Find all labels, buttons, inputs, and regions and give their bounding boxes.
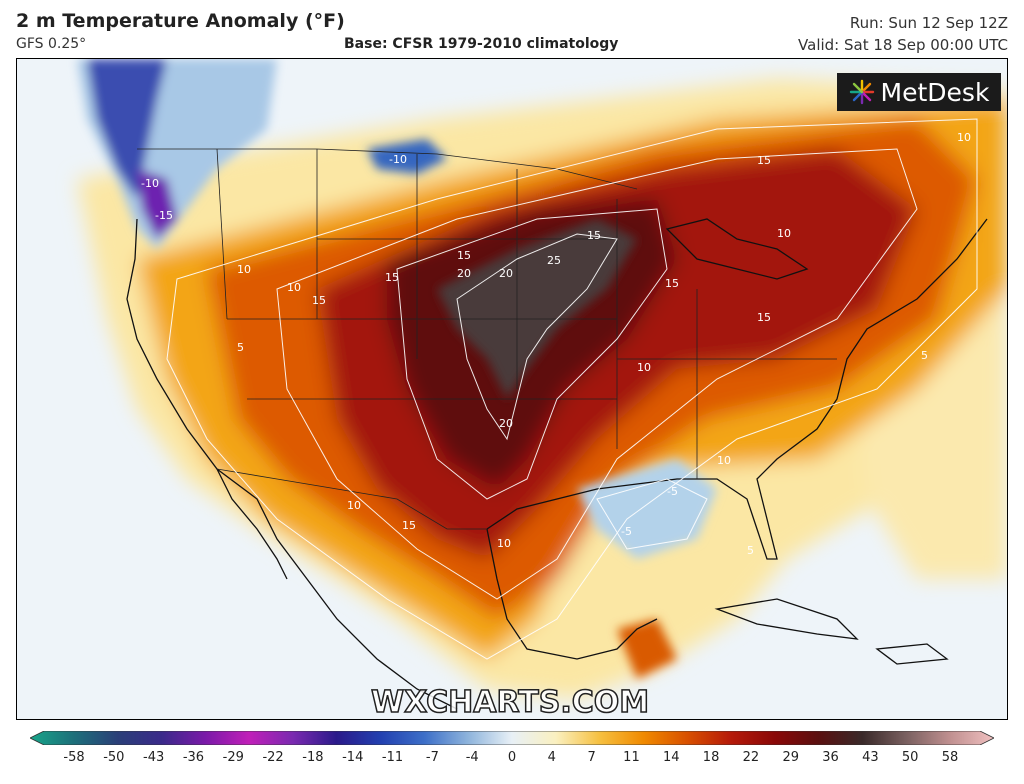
scale-tick-label: -7 (425, 750, 439, 765)
contour-label: -5 (621, 525, 632, 538)
scale-tick-label: 43 (862, 750, 879, 765)
anomaly-max-core (437, 219, 637, 399)
color-scale (29, 730, 995, 746)
contour-label: 15 (385, 271, 399, 284)
scale-tick-label: -18 (302, 750, 324, 765)
scale-tick-label: 11 (623, 750, 640, 765)
chart-title: 2 m Temperature Anomaly (°F) (16, 10, 345, 32)
anomaly-coldest-pnw (137, 169, 177, 239)
contour-label: 20 (457, 267, 471, 280)
us-mexico-border (216, 468, 487, 530)
contour-label: 5 (921, 349, 928, 362)
valid-label: Valid: Sat 18 Sep 00:00 UTC (798, 36, 1008, 54)
contour-label: 10 (717, 454, 731, 467)
scale-tick-label: 58 (941, 750, 959, 765)
contour-label: 20 (499, 267, 513, 280)
scale-tick-label: 4 (547, 750, 556, 765)
scale-shape (29, 730, 995, 746)
contour-20 (456, 233, 618, 441)
coastlines (126, 218, 988, 710)
contour-label: -15 (155, 209, 173, 222)
contour-label: 10 (777, 227, 791, 240)
contour-15 (396, 208, 668, 500)
contour-lines (166, 118, 978, 660)
contour-label: 15 (665, 277, 679, 290)
contour-label: 15 (402, 519, 416, 532)
anomaly-cold-blob-northern (367, 139, 447, 174)
scale-tick-label: -4 (465, 750, 479, 765)
logo-text: MetDesk (880, 77, 990, 107)
contour-label: 10 (287, 281, 301, 294)
state-borders (137, 148, 837, 530)
contour-label: 10 (957, 131, 971, 144)
contour-label: 5 (747, 544, 754, 557)
scale-tick-label: -36 (182, 750, 205, 765)
us-canada-border (137, 148, 638, 190)
contour-label: 15 (587, 229, 601, 242)
contour-label: 20 (499, 417, 513, 430)
cuba-line (714, 598, 859, 640)
state-line-a (216, 148, 228, 320)
scale-tick-label: 29 (782, 750, 799, 765)
contour-5 (166, 118, 978, 660)
scale-tick-label: -29 (222, 750, 244, 765)
baja-line (216, 468, 288, 580)
anomaly-colder-pnw (87, 59, 167, 199)
contour-label: 15 (457, 249, 471, 262)
gulf-coast-line (486, 218, 988, 560)
contour-label: 10 (497, 537, 511, 550)
scale-tick-label: 14 (662, 750, 680, 765)
contour-neg5-gulf (596, 478, 708, 550)
base-label: Base: CFSR 1979-2010 climatology (344, 36, 619, 52)
contour-label: 10 (237, 263, 251, 276)
scale-tick-label: 22 (742, 750, 760, 765)
contour-label: -5 (667, 485, 678, 498)
contour-label-group: 20 20 25 20 15 15 15 15 15 15 15 15 10 1… (141, 131, 971, 557)
contour-label: -10 (389, 153, 407, 166)
metdesk-star-icon (849, 79, 874, 105)
scale-tick-label: -11 (381, 750, 404, 765)
contour-label: 10 (637, 361, 651, 374)
model-label: GFS 0.25° (16, 36, 87, 52)
scale-tick-label: -22 (262, 750, 284, 765)
watermark: WXCHARTS.COM (370, 684, 650, 720)
metdesk-logo[interactable]: MetDesk (837, 73, 1001, 111)
contour-10 (276, 148, 918, 600)
contour-label: 10 (347, 499, 361, 512)
map-canvas: 20 20 25 20 15 15 15 15 15 15 15 15 10 1… (17, 59, 1007, 719)
scale-tick-label: -58 (63, 750, 85, 765)
hispaniola-line (875, 643, 949, 665)
contour-label: 15 (312, 294, 326, 307)
contour-label: 5 (237, 341, 244, 354)
scale-tick-label: -14 (342, 750, 364, 765)
scale-tick-label: 7 (587, 750, 596, 765)
scale-tick-label: 36 (822, 750, 839, 765)
anomaly-map: 20 20 25 20 15 15 15 15 15 15 15 15 10 1… (16, 58, 1008, 720)
contour-label: -10 (141, 177, 159, 190)
scale-tick-label: 18 (702, 750, 720, 765)
color-scale-bar (29, 730, 995, 746)
run-label: Run: Sun 12 Sep 12Z (849, 14, 1008, 32)
contour-label: 15 (757, 154, 771, 167)
mexico-gulf-line (486, 528, 658, 660)
scale-tick-label: -43 (143, 750, 165, 765)
scale-tick-label: 0 (507, 750, 517, 765)
anomaly-cool-gulf (577, 459, 717, 559)
scale-tick-label: -50 (103, 750, 125, 765)
contour-label: 15 (757, 311, 771, 324)
great-lakes-line (665, 218, 809, 280)
contour-label: 25 (547, 254, 561, 267)
color-scale-ticks: -58 -50 -43 -36 -29 -22 -18 -14 -11 -7 -4 0 4 7 11 14 18… (30, 750, 994, 770)
scale-tick-label: 50 (901, 750, 919, 765)
west-coast-line (126, 218, 458, 710)
